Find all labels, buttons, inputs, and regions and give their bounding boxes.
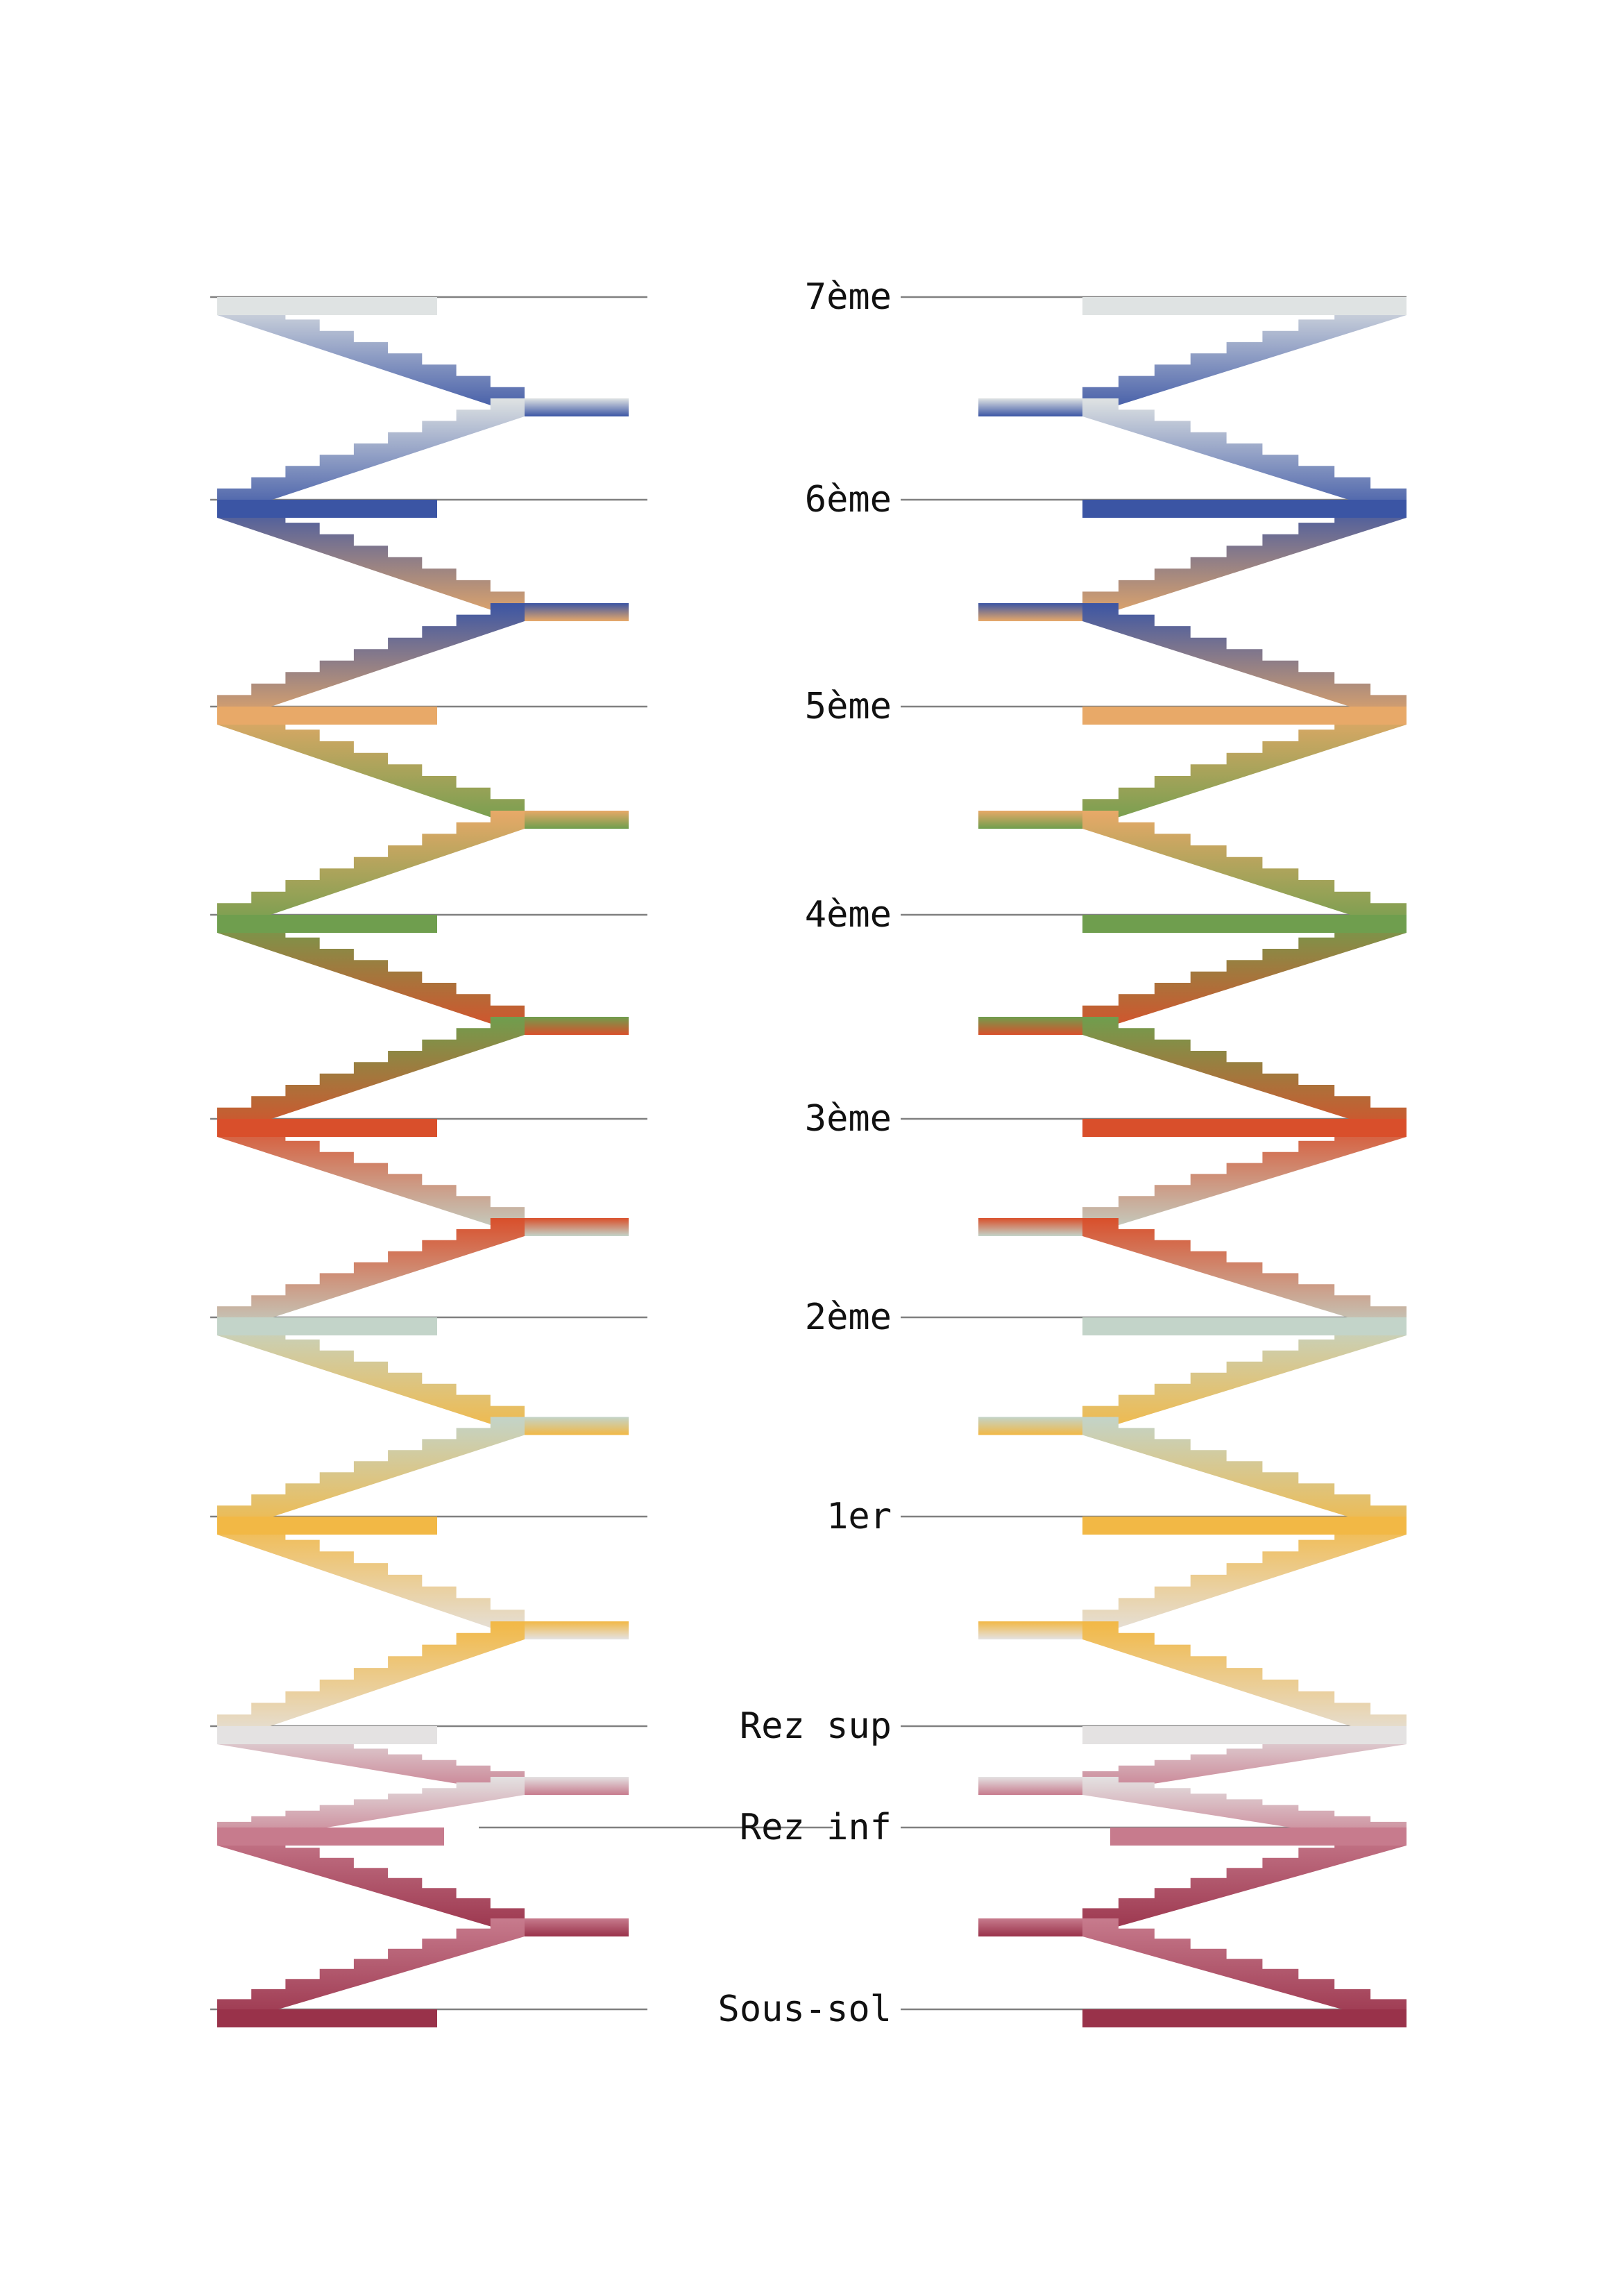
level-landing-right-7eme: [1082, 297, 1407, 315]
stair-flight-left-upper-6: [217, 707, 525, 829]
stair-flight-right-lower-7: [1082, 603, 1407, 725]
level-landing-left-rez-sup: [217, 1726, 437, 1744]
stair-flight-right-lower-6: [1082, 811, 1407, 933]
stair-flight-left-lower-3: [217, 1417, 525, 1535]
level-label-6eme: 6ème: [804, 479, 892, 521]
stair-flight-left-lower-7: [217, 603, 525, 725]
level-landing-left-3eme: [217, 1119, 437, 1137]
level-landing-left-4eme: [217, 915, 437, 933]
level-landing-right-rez-inf: [1110, 1827, 1407, 1846]
stair-flight-left-lower-0: [217, 1918, 525, 2027]
stair-flight-left-upper-0: [217, 1827, 525, 1936]
level-landing-right-1er: [1082, 1517, 1407, 1535]
stair-flight-left-upper-2: [217, 1517, 525, 1639]
level-landing-left-1er: [217, 1517, 437, 1535]
level-label-sous-sol: Sous-sol: [717, 1989, 892, 2030]
half-landing-right-8: [978, 398, 1082, 416]
stair-flight-left-upper-3: [217, 1317, 525, 1435]
level-landing-right-5eme: [1082, 707, 1407, 725]
half-landing-left-3: [525, 1417, 629, 1435]
half-landing-right-1: [978, 1777, 1082, 1795]
stair-flight-right-lower-2: [1082, 1621, 1407, 1744]
half-landing-right-2: [978, 1621, 1082, 1639]
stair-flight-left-upper-7: [217, 500, 525, 621]
stair-flight-right-upper-4: [1082, 1119, 1407, 1236]
stair-flight-right-lower-0: [1082, 1918, 1407, 2027]
stairs-layer: [217, 297, 1407, 2027]
half-landing-left-6: [525, 811, 629, 829]
level-landing-left-6eme: [217, 500, 437, 518]
stair-flight-right-upper-5: [1082, 915, 1407, 1035]
level-landing-left-7eme: [217, 297, 437, 315]
stair-flight-right-upper-0: [1082, 1827, 1407, 1936]
stair-flight-left-lower-2: [217, 1621, 525, 1744]
level-label-7eme: 7ème: [804, 276, 892, 318]
stair-flight-left-lower-4: [217, 1218, 525, 1335]
level-label-3eme: 3ème: [804, 1098, 892, 1140]
half-landing-left-5: [525, 1017, 629, 1035]
stair-flight-right-upper-3: [1082, 1317, 1407, 1435]
stair-flight-left-upper-8: [217, 297, 525, 416]
stair-flight-right-upper-6: [1082, 707, 1407, 829]
stair-flight-left-lower-6: [217, 811, 525, 933]
level-landing-left-sous-sol: [217, 2009, 437, 2027]
level-landing-right-2eme: [1082, 1317, 1407, 1335]
half-landing-left-1: [525, 1777, 629, 1795]
stair-flight-right-lower-4: [1082, 1218, 1407, 1335]
half-landing-right-0: [978, 1918, 1082, 1936]
stair-flight-left-lower-8: [217, 398, 525, 518]
stair-flight-left-upper-5: [217, 915, 525, 1035]
level-landing-right-3eme: [1082, 1119, 1407, 1137]
level-label-rez-sup: Rez sup: [739, 1705, 892, 1747]
level-label-2eme: 2ème: [804, 1297, 892, 1338]
half-landing-left-0: [525, 1918, 629, 1936]
half-landing-right-5: [978, 1017, 1082, 1035]
level-landing-left-2eme: [217, 1317, 437, 1335]
level-landing-right-4eme: [1082, 915, 1407, 933]
level-label-5eme: 5ème: [804, 686, 892, 727]
stair-flight-left-lower-5: [217, 1017, 525, 1137]
half-landing-right-7: [978, 603, 1082, 621]
stair-flight-right-lower-3: [1082, 1417, 1407, 1535]
half-landing-right-4: [978, 1218, 1082, 1236]
half-landing-left-2: [525, 1621, 629, 1639]
level-landing-right-sous-sol: [1082, 2009, 1407, 2027]
level-landing-right-6eme: [1082, 500, 1407, 518]
stair-flight-right-lower-8: [1082, 398, 1407, 518]
half-landing-right-6: [978, 811, 1082, 829]
level-label-1er: 1er: [826, 1496, 892, 1537]
stair-flight-left-upper-4: [217, 1119, 525, 1236]
stair-flight-right-lower-5: [1082, 1017, 1407, 1137]
half-landing-left-8: [525, 398, 629, 416]
stair-flight-right-upper-7: [1082, 500, 1407, 621]
half-landing-left-7: [525, 603, 629, 621]
stair-flight-right-upper-2: [1082, 1517, 1407, 1639]
level-landing-right-rez-sup: [1082, 1726, 1407, 1744]
half-landing-right-3: [978, 1417, 1082, 1435]
level-landing-left-rez-inf: [217, 1827, 444, 1846]
half-landing-left-4: [525, 1218, 629, 1236]
level-label-4eme: 4ème: [804, 894, 892, 936]
level-landing-left-5eme: [217, 707, 437, 725]
stair-flight-right-upper-8: [1082, 297, 1407, 416]
level-label-rez-inf: Rez inf: [739, 1807, 892, 1848]
